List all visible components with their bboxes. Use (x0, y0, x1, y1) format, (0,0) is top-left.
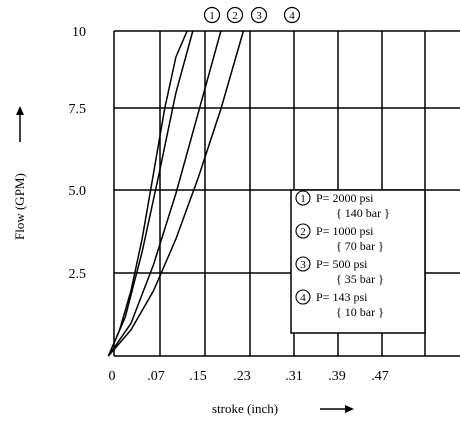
legend-sublabel-4: { 10 bar } (336, 305, 384, 319)
curve-marker-4: 4 (289, 10, 295, 22)
curve-marker-1-circle (203, 6, 221, 24)
legend-sublabel-1: { 140 bar } (336, 206, 390, 220)
legend-label-3: P= 500 psi (316, 257, 368, 271)
y-tick-label: 5.0 (69, 184, 87, 199)
legend-label-4: P= 143 psi (316, 290, 368, 304)
x-tick-label: .31 (285, 369, 303, 384)
series-line-3 (107, 30, 222, 357)
curve-marker-3: 3 (256, 10, 262, 22)
x-tick-label: .47 (371, 369, 389, 384)
curve-marker-2-circle (226, 6, 244, 24)
legend-marker-3-circle (295, 256, 311, 272)
y-tick-label: 10 (72, 25, 86, 40)
legend-marker-2-circle (295, 223, 311, 239)
legend-sublabel-2: { 70 bar } (336, 239, 384, 253)
legend-marker-4: 4 (300, 292, 306, 304)
y-axis-arrow-icon (16, 106, 24, 142)
legend-sublabel-3: { 35 bar } (336, 272, 384, 286)
curve-markers: 1 2 3 4 (203, 6, 301, 24)
legend-marker-2: 2 (300, 226, 306, 238)
ticks: 0 .07 .15 .23 .31 .39 .47 2.5 5.0 7.5 10 (69, 25, 389, 384)
legend-label-1: P= 2000 psi (316, 191, 374, 205)
curve-marker-3-circle (250, 6, 268, 24)
x-tick-label: .23 (233, 369, 251, 384)
legend-marker-4-circle (295, 289, 311, 305)
x-axis-arrow-icon (320, 405, 354, 413)
curve-marker-1: 1 (209, 10, 215, 22)
y-tick-label: 2.5 (69, 267, 87, 282)
y-tick-label: 7.5 (69, 102, 87, 117)
series-line-1 (107, 30, 188, 357)
x-tick-label: .15 (189, 369, 207, 384)
legend-marker-1-circle (295, 190, 311, 206)
y-axis-label: Flow (GPM) (12, 173, 27, 240)
legend-marker-3: 3 (300, 259, 306, 271)
legend-label-2: P= 1000 psi (316, 224, 374, 238)
legend-box (290, 189, 426, 334)
curve-marker-4-circle (283, 6, 301, 24)
curves (107, 30, 245, 357)
legend-marker-1: 1 (300, 193, 306, 205)
series-line-4 (107, 30, 245, 357)
curve-marker-2: 2 (232, 10, 238, 22)
x-axis-label: stroke (inch) (212, 401, 278, 416)
x-tick-label: 0 (109, 369, 116, 384)
series-line-2 (107, 30, 194, 357)
x-tick-label: .39 (328, 369, 346, 384)
x-tick-label: .07 (147, 369, 165, 384)
legend: 1 P= 2000 psi{ 140 bar } 2 P= 1000 psi{ 70 … (290, 189, 426, 334)
